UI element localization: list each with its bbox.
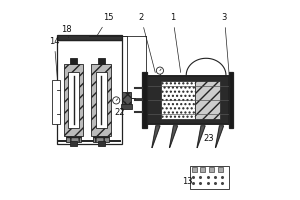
- Text: 18: 18: [61, 25, 71, 37]
- Bar: [218, 167, 223, 171]
- Text: 3: 3: [222, 13, 230, 88]
- Text: 13: 13: [182, 177, 193, 186]
- Bar: [57, 40, 122, 144]
- Polygon shape: [169, 126, 178, 148]
- Circle shape: [156, 67, 164, 74]
- Bar: [98, 58, 105, 64]
- Bar: [122, 92, 131, 104]
- Polygon shape: [197, 126, 205, 148]
- Bar: [57, 35, 122, 40]
- Bar: [229, 72, 233, 128]
- Bar: [68, 72, 79, 128]
- Bar: [209, 167, 214, 171]
- Polygon shape: [152, 126, 160, 148]
- Bar: [93, 136, 109, 142]
- Text: 15: 15: [98, 13, 113, 35]
- Bar: [66, 136, 82, 142]
- Bar: [70, 58, 77, 64]
- Bar: [161, 81, 195, 119]
- Bar: [142, 72, 147, 128]
- Bar: [200, 167, 206, 171]
- Polygon shape: [215, 126, 223, 148]
- Bar: [92, 64, 111, 136]
- Bar: [70, 141, 77, 146]
- Text: 1: 1: [170, 13, 181, 72]
- Bar: [146, 76, 230, 124]
- Bar: [64, 64, 83, 136]
- Bar: [96, 72, 107, 128]
- Text: 14: 14: [49, 37, 59, 79]
- Bar: [195, 81, 220, 119]
- Bar: [190, 166, 230, 189]
- Bar: [98, 141, 105, 146]
- Bar: [52, 80, 60, 124]
- Text: 22: 22: [114, 102, 126, 117]
- Bar: [121, 104, 132, 109]
- Text: 2: 2: [138, 13, 155, 72]
- Circle shape: [113, 97, 120, 104]
- Bar: [192, 167, 197, 171]
- Text: 23: 23: [203, 134, 214, 143]
